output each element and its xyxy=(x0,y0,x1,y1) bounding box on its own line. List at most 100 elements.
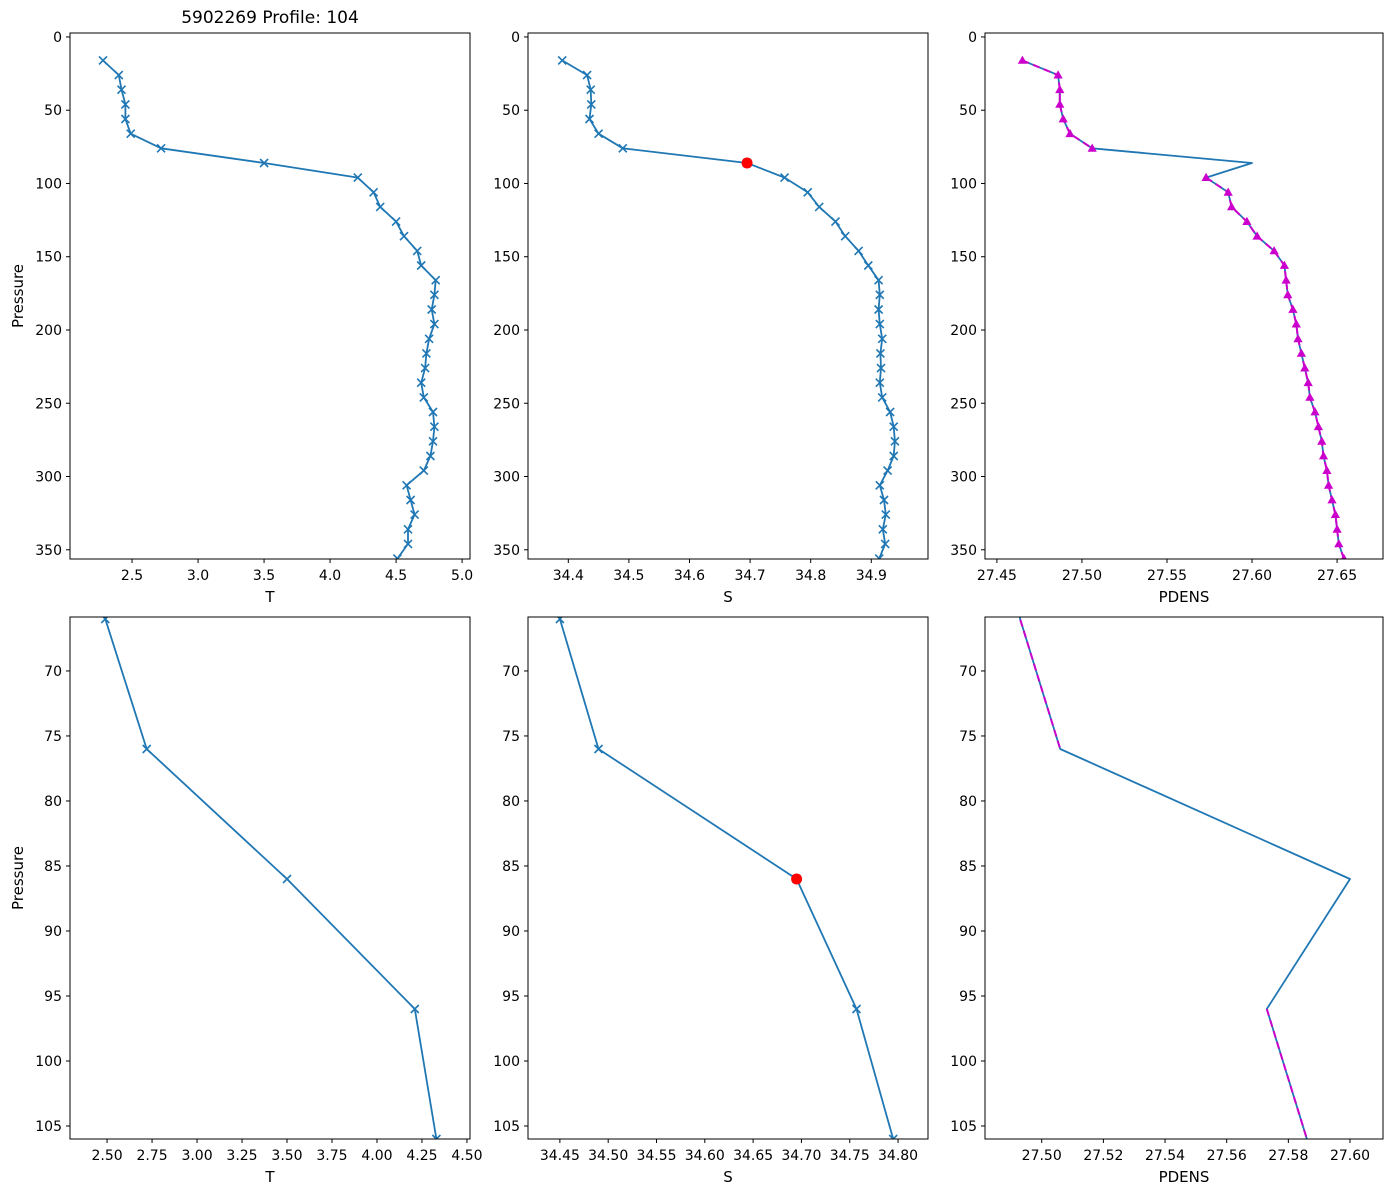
x-tick-label: 2.75 xyxy=(136,1148,167,1164)
x-marker-icon xyxy=(156,143,166,153)
y-tick-label: 80 xyxy=(44,794,62,810)
y-axis-temperature-full: 0 50 100 150 200 250 300 350 xyxy=(35,30,70,559)
triangle-marker-icon xyxy=(1291,319,1301,328)
x-marker-icon xyxy=(888,1134,898,1139)
axes-spines xyxy=(69,32,471,560)
x-marker-icon xyxy=(544,355,552,363)
y-tick-label: 85 xyxy=(44,859,62,875)
x-marker-icon xyxy=(883,466,893,476)
plot-area-pdens-full xyxy=(1017,55,1347,559)
subplot-pdens-zoom: 27.50 27.52 27.54 27.56 27.58 27.60 70 75 80 85 90… xyxy=(950,616,1384,1186)
triangle-marker-icon xyxy=(1058,114,1068,123)
y-tick-label: 0 xyxy=(511,30,520,46)
y-tick-label: 350 xyxy=(35,543,62,559)
x-tick-label: 34.4 xyxy=(553,568,584,584)
x-tick-label: 34.65 xyxy=(733,1148,773,1164)
x-axis-label: T xyxy=(264,588,275,606)
x-marker-icon xyxy=(840,231,850,241)
x-axis-label: PDENS xyxy=(1159,588,1210,606)
x-tick-label: 27.56 xyxy=(1207,1148,1247,1164)
y-tick-label: 0 xyxy=(968,30,977,46)
x-marker-icon xyxy=(586,85,596,95)
x-tick-label: 4.0 xyxy=(319,568,341,584)
x-tick-label: 34.75 xyxy=(830,1148,870,1164)
triangle-marker-icon xyxy=(1201,172,1211,181)
x-marker-icon xyxy=(877,392,887,402)
x-tick-label: 27.45 xyxy=(977,568,1017,584)
triangle-marker-icon xyxy=(1300,363,1310,372)
y-tick-label: 100 xyxy=(950,176,977,192)
y-tick-label: 200 xyxy=(950,323,977,339)
y-tick-label: 100 xyxy=(493,1054,520,1070)
series-line-PDENS xyxy=(1019,617,1351,1139)
y-tick-label: 95 xyxy=(44,989,62,1005)
triangle-marker-icon xyxy=(1252,231,1262,240)
x-tick-label: 34.45 xyxy=(540,1148,580,1164)
x-tick-label: 4.50 xyxy=(451,1148,482,1164)
x-marker-icon xyxy=(877,334,887,344)
x-marker-icon xyxy=(875,290,885,300)
subplot-salinity-zoom: 34.45 34.50 34.55 34.60 34.65 34.70 34.75 34.80… xyxy=(493,225,929,1186)
x-marker-icon xyxy=(428,407,438,417)
x-marker-icon xyxy=(428,436,438,446)
triangle-marker-icon xyxy=(1332,524,1342,533)
x-marker-icon xyxy=(419,466,429,476)
x-marker-icon xyxy=(875,480,885,490)
x-tick-label: 3.00 xyxy=(181,1148,212,1164)
y-tick-label: 150 xyxy=(493,250,520,266)
triangle-marker-icon xyxy=(1065,128,1075,138)
triangle-marker-icon xyxy=(1327,495,1337,504)
series-line-S xyxy=(558,617,895,1139)
x-marker-icon xyxy=(126,129,136,139)
x-marker-icon xyxy=(429,319,439,329)
x-tick-label: 34.7 xyxy=(735,568,766,584)
x-tick-label: 3.25 xyxy=(226,1148,257,1164)
x-axis-temperature-full: 2.5 3.0 3.5 4.0 4.5 5.0 xyxy=(121,559,473,584)
triangle-marker-icon xyxy=(1305,392,1315,401)
x-marker-icon xyxy=(584,114,595,124)
x-tick-label: 27.60 xyxy=(1232,568,1272,584)
x-marker-icon xyxy=(875,378,885,388)
x-axis-label: PDENS xyxy=(1159,1168,1210,1186)
x-tick-label: 4.25 xyxy=(406,1148,437,1164)
plot-area-temperature-zoom xyxy=(100,617,441,1139)
series-markers-PDENS_despiked xyxy=(1017,55,1347,559)
x-tick-label: 34.55 xyxy=(636,1148,676,1164)
x-marker-icon xyxy=(885,407,895,417)
x-marker-icon xyxy=(282,874,292,884)
flagged-point-dot xyxy=(741,157,753,169)
x-tick-label: 5.0 xyxy=(451,568,473,584)
x-marker-icon xyxy=(851,1004,862,1014)
x-marker-icon xyxy=(881,510,891,520)
x-marker-icon xyxy=(427,304,437,315)
series-markers-S xyxy=(557,55,900,559)
y-tick-label: 100 xyxy=(35,1054,62,1070)
series-markers-T xyxy=(100,617,441,1139)
x-tick-label: 34.8 xyxy=(795,568,826,584)
triangle-marker-icon xyxy=(1279,260,1289,269)
y-tick-label: 100 xyxy=(493,176,520,192)
x-tick-label: 27.52 xyxy=(1083,1148,1123,1164)
x-marker-icon xyxy=(594,129,604,139)
subplot-pdens-full: 27.45 27.50 27.55 27.60 27.65 0 50 100 150 200 250… xyxy=(950,30,1384,606)
y-tick-label: 80 xyxy=(502,794,520,810)
x-tick-label: 3.0 xyxy=(187,568,209,584)
y-tick-label: 85 xyxy=(959,859,977,875)
x-marker-icon xyxy=(403,524,413,534)
y-axis-salinity-full: 0 50 100 150 200 250 300 350 xyxy=(493,30,528,559)
x-marker-icon xyxy=(543,225,551,233)
x-tick-label: 34.9 xyxy=(856,568,887,584)
triangle-marker-icon xyxy=(1283,290,1293,299)
x-marker-icon xyxy=(114,70,124,80)
y-tick-label: 75 xyxy=(44,729,62,745)
x-marker-icon xyxy=(863,260,873,271)
x-axis-label: T xyxy=(264,1168,275,1186)
y-tick-label: 350 xyxy=(950,543,977,559)
x-tick-label: 27.65 xyxy=(1317,568,1357,584)
y-tick-label: 150 xyxy=(950,250,977,266)
x-tick-label: 27.50 xyxy=(1022,1148,1062,1164)
x-tick-label: 3.50 xyxy=(271,1148,302,1164)
y-tick-label: 300 xyxy=(950,470,977,486)
x-marker-icon xyxy=(803,187,813,197)
y-tick-label: 250 xyxy=(35,396,62,412)
